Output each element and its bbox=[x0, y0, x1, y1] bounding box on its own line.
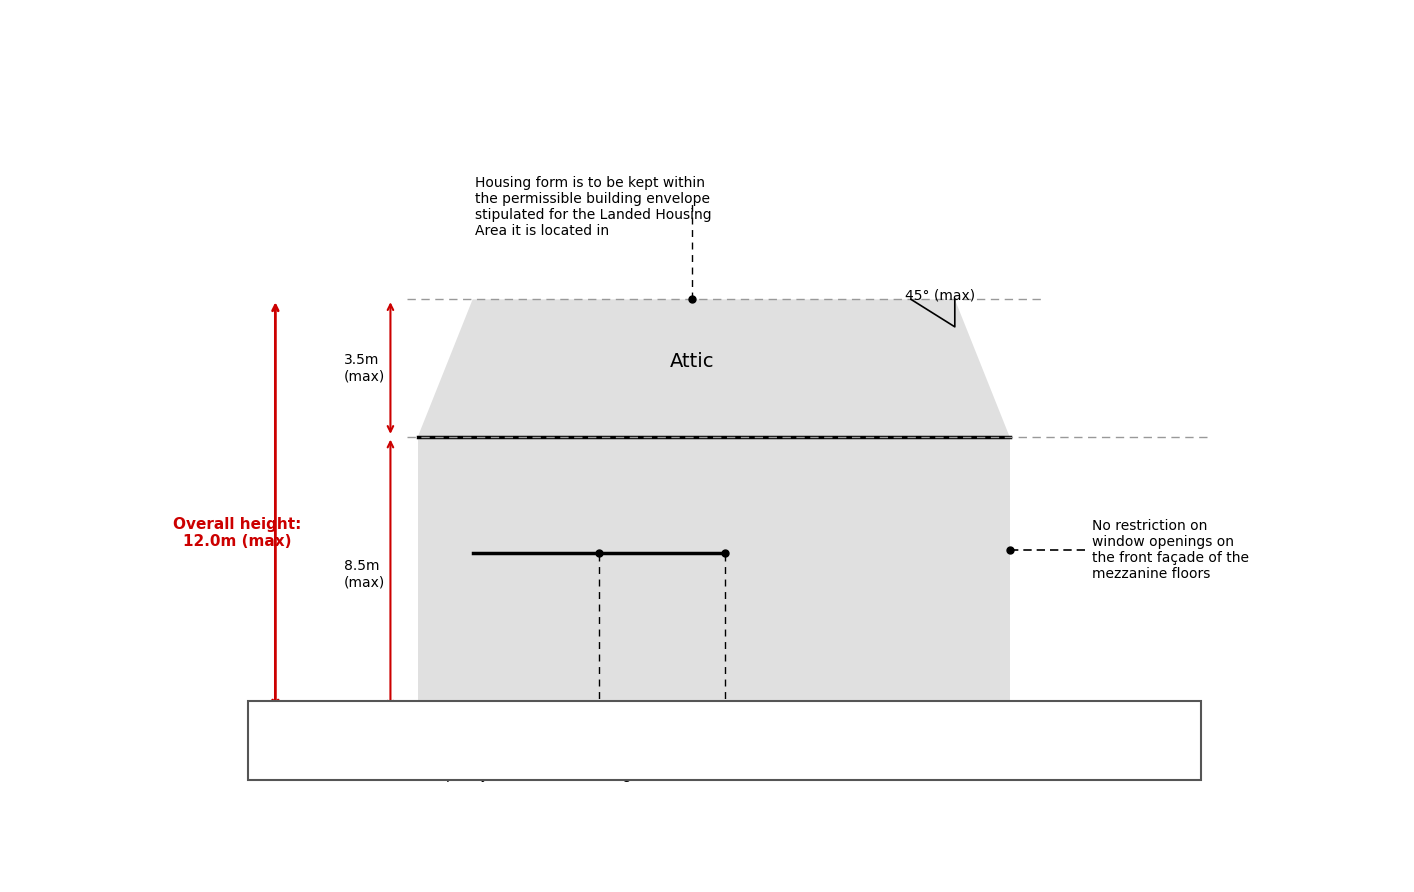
Text: Housing form is to be kept within
the permissible building envelope
stipulated f: Housing form is to be kept within the pe… bbox=[475, 176, 711, 238]
Polygon shape bbox=[419, 300, 1010, 437]
Text: More flexibility will be
given for the extent of
mezzanine floors: More flexibility will be given for the e… bbox=[747, 736, 902, 782]
Text: No restriction on
window openings on
the front façade of the
mezzanine floors: No restriction on window openings on the… bbox=[1092, 519, 1249, 582]
Text: 45° (max): 45° (max) bbox=[905, 289, 976, 303]
FancyBboxPatch shape bbox=[247, 701, 1202, 780]
FancyBboxPatch shape bbox=[419, 437, 1010, 712]
Text: Attic: Attic bbox=[670, 351, 714, 371]
Text: Note: Caption for the proposal should reflect the development as a 2-sty or 3-st: Note: Caption for the proposal should re… bbox=[443, 717, 1007, 764]
Text: Headroom proposed should
promote good internal spatial
quality for residential l: Headroom proposed should promote good in… bbox=[441, 736, 648, 782]
Text: 8.5m
(max): 8.5m (max) bbox=[344, 559, 385, 590]
Text: Overall height:
12.0m (max): Overall height: 12.0m (max) bbox=[173, 516, 301, 549]
Text: 3.5m
(max): 3.5m (max) bbox=[344, 353, 385, 384]
